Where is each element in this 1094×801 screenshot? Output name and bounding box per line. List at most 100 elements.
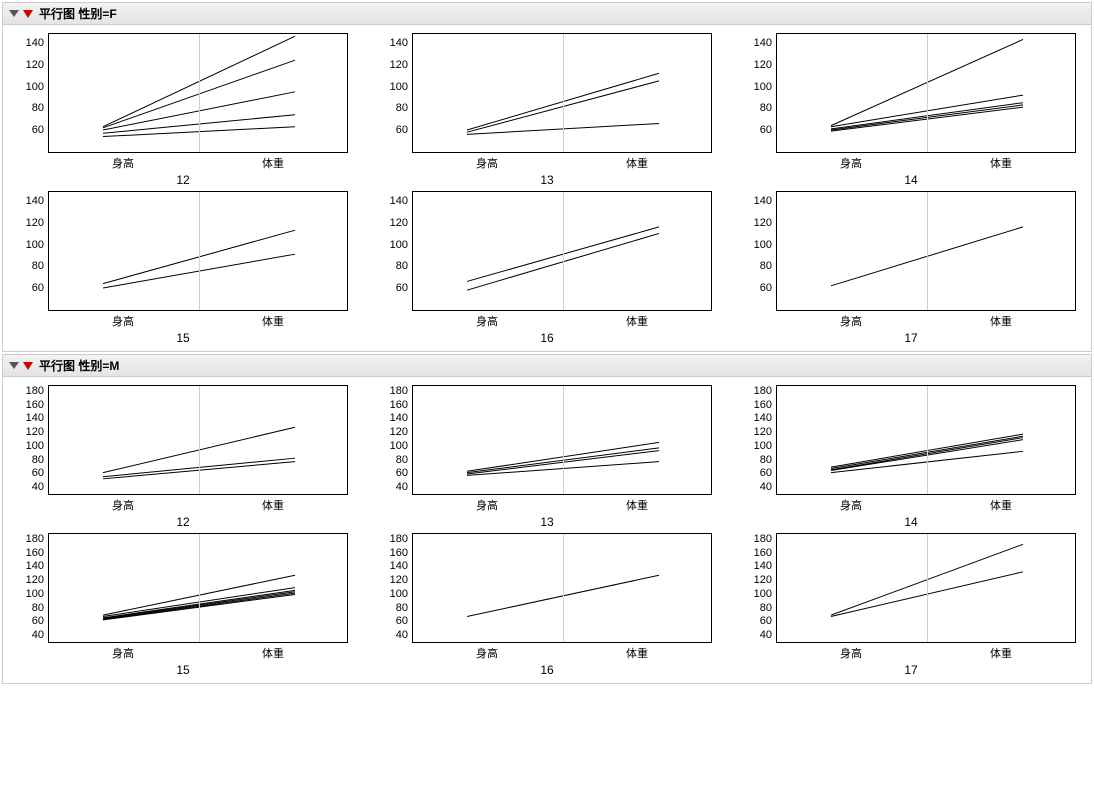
y-tick-label: 100 xyxy=(390,239,408,251)
panel: 406080100120140160180身高体重16 xyxy=(371,533,723,677)
y-tick-label: 80 xyxy=(396,602,408,614)
y-tick-label: 180 xyxy=(390,385,408,397)
y-tick-label: 120 xyxy=(754,217,772,229)
y-tick-label: 80 xyxy=(396,260,408,272)
y-tick-label: 40 xyxy=(32,629,44,641)
disclosure-icon[interactable] xyxy=(9,362,19,369)
y-tick-label: 140 xyxy=(754,412,772,424)
hotspot-icon[interactable] xyxy=(23,10,33,18)
y-axis: 406080100120140160180 xyxy=(18,533,48,643)
x-tick-label: 身高 xyxy=(776,497,926,513)
section-title: 平行图 性别=M xyxy=(39,357,119,374)
axis-divider xyxy=(199,34,200,152)
x-axis: 身高体重 xyxy=(48,153,348,171)
hotspot-icon[interactable] xyxy=(23,362,33,370)
y-tick-label: 120 xyxy=(390,59,408,71)
x-tick-label: 体重 xyxy=(198,645,348,661)
y-tick-label: 100 xyxy=(26,588,44,600)
x-tick-label: 体重 xyxy=(198,497,348,513)
y-tick-label: 180 xyxy=(754,533,772,545)
y-tick-label: 120 xyxy=(754,426,772,438)
axis-divider xyxy=(563,386,564,494)
panel: 406080100120140160180身高体重14 xyxy=(735,385,1087,529)
parallel-plot[interactable] xyxy=(48,385,348,495)
panel: 406080100120140160180身高体重13 xyxy=(371,385,723,529)
y-tick-label: 40 xyxy=(760,629,772,641)
parallel-plot[interactable] xyxy=(776,191,1076,311)
y-tick-label: 80 xyxy=(32,602,44,614)
y-axis: 6080100120140 xyxy=(746,33,776,153)
panel-label: 16 xyxy=(540,663,553,677)
y-tick-label: 140 xyxy=(754,195,772,207)
y-tick-label: 160 xyxy=(754,547,772,559)
y-axis: 6080100120140 xyxy=(382,191,412,311)
parallel-plot[interactable] xyxy=(776,33,1076,153)
x-axis: 身高体重 xyxy=(776,643,1076,661)
panel-label: 17 xyxy=(904,331,917,345)
panel: 6080100120140身高体重17 xyxy=(735,191,1087,345)
parallel-plot[interactable] xyxy=(776,533,1076,643)
y-tick-label: 140 xyxy=(26,412,44,424)
parallel-plot[interactable] xyxy=(412,191,712,311)
panel-grid: 6080100120140身高体重126080100120140身高体重1360… xyxy=(3,25,1091,351)
panel: 406080100120140160180身高体重12 xyxy=(7,385,359,529)
y-tick-label: 120 xyxy=(390,426,408,438)
y-tick-label: 40 xyxy=(396,629,408,641)
y-tick-label: 140 xyxy=(390,412,408,424)
y-tick-label: 140 xyxy=(390,560,408,572)
panel-label: 16 xyxy=(540,331,553,345)
y-tick-label: 60 xyxy=(760,282,772,294)
parallel-plot[interactable] xyxy=(48,33,348,153)
y-tick-label: 80 xyxy=(760,602,772,614)
panel-label: 15 xyxy=(176,331,189,345)
parallel-plot[interactable] xyxy=(48,191,348,311)
y-axis: 406080100120140160180 xyxy=(382,533,412,643)
x-axis: 身高体重 xyxy=(412,153,712,171)
parallel-plot[interactable] xyxy=(412,385,712,495)
x-tick-label: 身高 xyxy=(412,313,562,329)
parallel-plot[interactable] xyxy=(412,33,712,153)
y-tick-label: 180 xyxy=(390,533,408,545)
y-tick-label: 140 xyxy=(754,560,772,572)
x-tick-label: 体重 xyxy=(926,313,1076,329)
x-tick-label: 体重 xyxy=(198,313,348,329)
panel: 6080100120140身高体重12 xyxy=(7,33,359,187)
disclosure-icon[interactable] xyxy=(9,10,19,17)
y-tick-label: 100 xyxy=(754,81,772,93)
y-tick-label: 80 xyxy=(396,102,408,114)
y-tick-label: 40 xyxy=(32,481,44,493)
y-axis: 6080100120140 xyxy=(18,33,48,153)
y-axis: 406080100120140160180 xyxy=(746,385,776,495)
axis-divider xyxy=(563,534,564,642)
x-axis: 身高体重 xyxy=(412,311,712,329)
y-tick-label: 140 xyxy=(754,37,772,49)
y-tick-label: 180 xyxy=(26,385,44,397)
section-title: 平行图 性别=F xyxy=(39,5,117,22)
y-tick-label: 160 xyxy=(390,399,408,411)
x-tick-label: 体重 xyxy=(562,497,712,513)
x-tick-label: 身高 xyxy=(776,155,926,171)
panel-label: 13 xyxy=(540,173,553,187)
y-tick-label: 60 xyxy=(396,467,408,479)
x-axis: 身高体重 xyxy=(48,495,348,513)
y-tick-label: 100 xyxy=(390,440,408,452)
y-tick-label: 100 xyxy=(754,239,772,251)
y-tick-label: 120 xyxy=(390,217,408,229)
y-tick-label: 140 xyxy=(26,37,44,49)
parallel-plot[interactable] xyxy=(776,385,1076,495)
y-tick-label: 100 xyxy=(390,588,408,600)
y-tick-label: 60 xyxy=(32,615,44,627)
axis-divider xyxy=(199,192,200,310)
y-tick-label: 60 xyxy=(760,467,772,479)
y-tick-label: 120 xyxy=(754,574,772,586)
axis-divider xyxy=(927,386,928,494)
y-tick-label: 60 xyxy=(396,124,408,136)
y-tick-label: 100 xyxy=(26,81,44,93)
y-tick-label: 120 xyxy=(26,59,44,71)
y-tick-label: 140 xyxy=(26,560,44,572)
parallel-plot[interactable] xyxy=(48,533,348,643)
y-axis: 406080100120140160180 xyxy=(746,533,776,643)
parallel-plot[interactable] xyxy=(412,533,712,643)
section-header: 平行图 性别=F xyxy=(3,3,1091,25)
axis-divider xyxy=(199,386,200,494)
